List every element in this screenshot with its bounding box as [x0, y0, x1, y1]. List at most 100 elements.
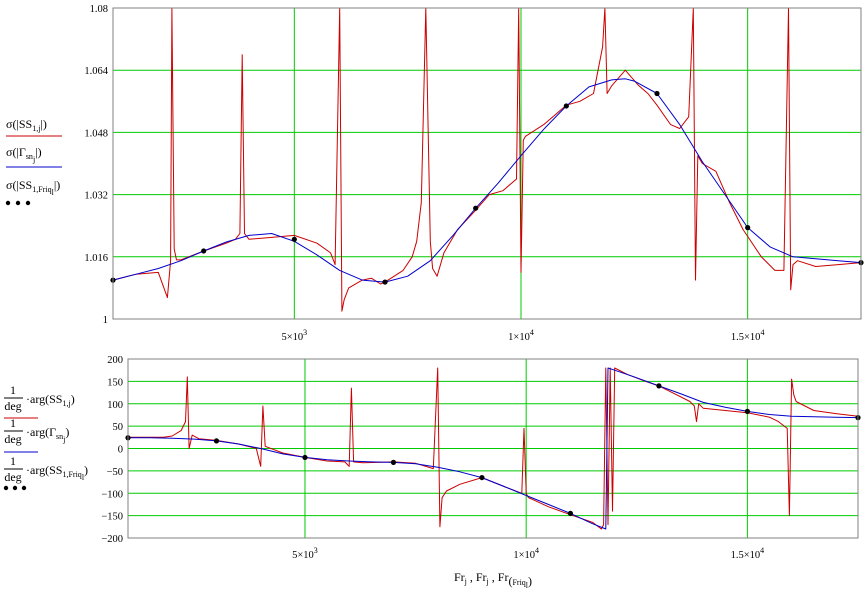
svg-text:·arg(SS1,j): ·arg(SS1,j): [26, 392, 75, 408]
legend-fraction-denominator: deg: [4, 399, 21, 413]
x-label-part-b: Fr: [476, 570, 487, 584]
legend-subscript: 1,Friq: [32, 185, 51, 194]
phase-marker-point: [390, 459, 397, 465]
svg-text:σ(|SS1,j|): σ(|SS1,j|): [6, 117, 47, 133]
x-label-part-c: Fr: [498, 570, 509, 584]
legend-argument: SS: [49, 463, 62, 477]
legend-function: arg: [30, 392, 45, 406]
legend-subscript: 1,Friq: [62, 470, 81, 479]
magnitude-marker-point: [654, 90, 660, 97]
magnitude-x-ticks: 5×103 1×104 1.5×104: [281, 328, 764, 343]
legend-function: σ: [6, 117, 13, 131]
legend-subsubscript: l: [82, 473, 85, 482]
phase-y-tick-label: 50: [113, 422, 124, 433]
x-label-sub-b: j: [486, 577, 489, 586]
legend-fraction-denominator: deg: [4, 432, 21, 446]
svg-text:σ(|Γsnj|): σ(|Γsnj|): [6, 145, 42, 164]
legend-subsubscript: l: [52, 188, 55, 197]
legend-entry-phase-ss: 1 deg ·arg(SS1,j): [4, 383, 75, 419]
legend-subsubscript: j: [62, 435, 65, 444]
magnitude-plot: 1 1.016 1.032 1.048 1.064 1.08 5×103 1×104 1.5×…: [5, 4, 864, 343]
legend-fraction-numerator: 1: [10, 416, 16, 430]
legend-fraction-numerator: 1: [10, 454, 16, 468]
legend-fraction-numerator: 1: [10, 383, 16, 397]
phase-plot-frame: [127, 358, 859, 539]
phase-series: [125, 367, 861, 530]
legend-fraction-denominator: deg: [4, 470, 21, 484]
legend-entry-magnitude-friq: σ(|SS1,Friql|): [5, 178, 60, 206]
svg-text:·arg(Γsnj): ·arg(Γsnj): [26, 425, 69, 444]
phase-x-tick-label: 1×104: [513, 546, 539, 561]
magnitude-marker-point: [201, 248, 207, 254]
x-label-separator: ,: [489, 570, 498, 584]
magnitude-marker-point: [563, 103, 569, 109]
phase-x-ticks: 5×103 1×104 1.5×104: [292, 546, 764, 561]
phase-y-tick-label: 100: [107, 400, 123, 411]
x-label-part-a: Fr: [454, 570, 465, 584]
magnitude-series-line-blue: [112, 78, 862, 283]
legend-entry-phase-friq: 1 deg ·arg(SS1,Friql): [3, 454, 88, 491]
phase-marker-point: [213, 438, 220, 444]
phase-marker-point: [656, 383, 662, 389]
svg-text:·arg(SS1,Friql): ·arg(SS1,Friql): [26, 463, 88, 482]
phase-y-tick-label: −150: [101, 512, 123, 523]
magnitude-marker-point: [382, 279, 388, 285]
phase-grid: [128, 358, 858, 539]
magnitude-plot-frame: [112, 7, 862, 320]
legend-subscript: sn: [56, 432, 63, 441]
magnitude-y-ticks: 1 1.016 1.032 1.048 1.064 1.08: [84, 4, 108, 326]
legend-argument: Γ: [19, 145, 26, 159]
phase-y-tick-label: −50: [107, 467, 123, 478]
legend-entry-magnitude-gamma: σ(|Γsnj|): [6, 145, 62, 168]
legend-subsubscript: j: [32, 155, 35, 164]
magnitude-series-line-red: [112, 7, 862, 312]
phase-x-tick-label: 5×103: [292, 546, 318, 561]
phase-x-axis-label: Frj , Frj , Fr(Friql): [454, 570, 532, 590]
magnitude-x-tick-label: 5×103: [281, 328, 307, 343]
magnitude-series: [110, 7, 864, 312]
phase-y-tick-label: −100: [101, 489, 123, 500]
magnitude-y-tick-label: 1.048: [84, 128, 108, 139]
magnitude-marker-point: [473, 205, 479, 211]
legend-argument: Γ: [49, 425, 56, 439]
x-label-sub-c: Friq: [512, 578, 525, 587]
phase-plot: 200 150 100 50 0 −50 −100 −150 −200 5×103 1×104 1.…: [3, 355, 861, 590]
magnitude-y-tick-label: 1.016: [84, 253, 108, 264]
phase-y-tick-label: −200: [101, 534, 123, 545]
magnitude-grid: [113, 7, 861, 320]
phase-marker-point: [744, 408, 750, 414]
legend-function: arg: [30, 463, 45, 477]
legend-entry-magnitude-ss: σ(|SS1,j|): [6, 117, 62, 137]
phase-marker-point: [567, 510, 574, 516]
legend-subscript: 1,j: [62, 399, 70, 408]
magnitude-y-tick-label: 1.064: [84, 66, 108, 77]
legend-subscript: 1,j: [32, 124, 40, 133]
magnitude-y-tick-label: 1: [103, 315, 108, 326]
phase-y-tick-label: 200: [107, 355, 123, 366]
magnitude-marker-point: [291, 236, 297, 242]
magnitude-x-tick-label: 1×104: [508, 328, 534, 343]
phase-marker-point: [302, 454, 308, 461]
legend-argument: SS: [49, 392, 62, 406]
legend-function: σ: [6, 178, 13, 192]
phase-legend: 1 deg ·arg(SS1,j) 1 deg ·arg(Γsnj) 1: [3, 383, 88, 491]
phase-series-line-blue: [128, 367, 859, 530]
legend-subscript: sn: [26, 152, 33, 161]
x-label-subsub-c: l: [526, 581, 529, 590]
magnitude-marker-point: [745, 225, 751, 231]
x-label-separator: ,: [467, 570, 476, 584]
magnitude-y-tick-label: 1.032: [84, 191, 108, 202]
magnitude-x-tick-label: 1.5×104: [731, 328, 765, 343]
legend-entry-phase-gamma: 1 deg ·arg(Γsnj): [4, 416, 69, 453]
legend-swatch-dots: [3, 485, 27, 491]
x-label-sub-a: j: [464, 577, 467, 586]
legend-argument: SS: [19, 178, 32, 192]
legend-function: arg: [30, 425, 45, 439]
phase-y-tick-label: 0: [118, 445, 123, 456]
phase-marker-point: [479, 474, 485, 481]
phase-y-ticks: 200 150 100 50 0 −50 −100 −150 −200: [101, 355, 123, 545]
legend-function: σ: [6, 145, 13, 159]
svg-text:σ(|SS1,Friql|): σ(|SS1,Friql|): [6, 178, 60, 197]
magnitude-legend: σ(|SS1,j|) σ(|Γsnj|) σ(|SS1,Friql|): [5, 117, 62, 206]
